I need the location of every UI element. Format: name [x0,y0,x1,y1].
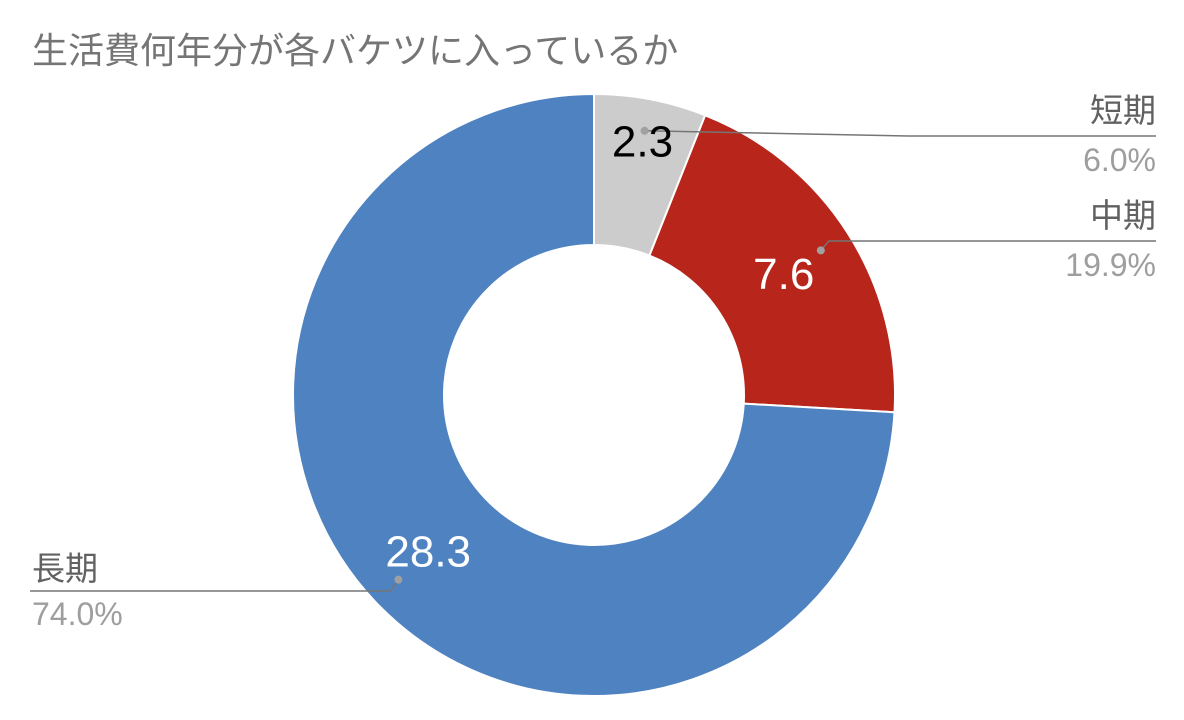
slice-value-label: 2.3 [612,118,673,167]
legend-label-長期: 長期 [32,549,98,588]
legend-percent: 74.0% [32,596,123,632]
leader-dot [640,126,649,135]
legend-label-短期: 短期 [1090,91,1156,130]
donut-slices [292,92,896,697]
slice-中期 [648,113,896,414]
leader-line [820,240,1156,251]
leader-dot [394,575,403,584]
slice-value-label: 7.6 [753,250,814,299]
leader-line [30,579,400,592]
leader-lines [30,126,1156,592]
slice-長期 [292,92,896,697]
legend-percent: 19.9% [1065,247,1156,283]
legend-percent: 6.0% [1083,142,1156,178]
leader-line [644,130,1156,137]
chart-title: 生活費何年分が各バケツに入っているか [32,31,679,72]
leader-dot [816,246,825,255]
legend-label-中期: 中期 [1090,196,1156,235]
slice-labels: 2.3 短期 6.0% 7.6 中期 19.9% 28.3 長期 74.0% [32,91,1156,632]
slice-value-label: 28.3 [385,528,471,577]
